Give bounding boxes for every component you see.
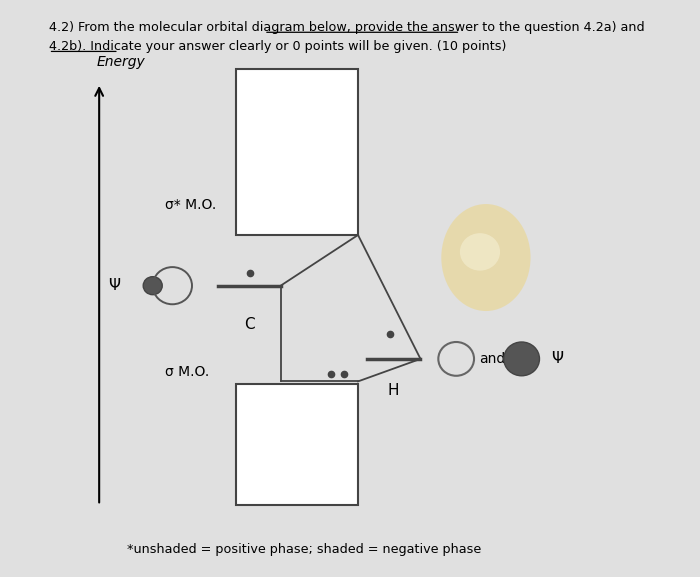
Text: 4.2b). Indicate your answer clearly or 0 points will be given. (10 points): 4.2b). Indicate your answer clearly or 0… [48, 40, 506, 53]
Text: σ M.O.: σ M.O. [164, 365, 209, 379]
Text: *unshaded = positive phase; shaded = negative phase: *unshaded = positive phase; shaded = neg… [127, 543, 482, 556]
Text: C: C [244, 317, 255, 332]
Text: Energy: Energy [96, 55, 145, 69]
Text: Ψ: Ψ [552, 351, 564, 366]
Circle shape [504, 342, 540, 376]
Text: and: and [479, 352, 505, 366]
Text: H: H [388, 383, 400, 398]
Circle shape [144, 277, 162, 295]
Bar [236, 69, 358, 235]
Text: Ψ: Ψ [108, 278, 120, 293]
Bar [236, 384, 358, 505]
Text: 4.2) From the molecular orbital diagram below, provide the answer to the questio: 4.2) From the molecular orbital diagram … [48, 21, 644, 34]
Text: σ* M.O.: σ* M.O. [164, 198, 216, 212]
Ellipse shape [460, 233, 500, 271]
Ellipse shape [441, 204, 531, 311]
